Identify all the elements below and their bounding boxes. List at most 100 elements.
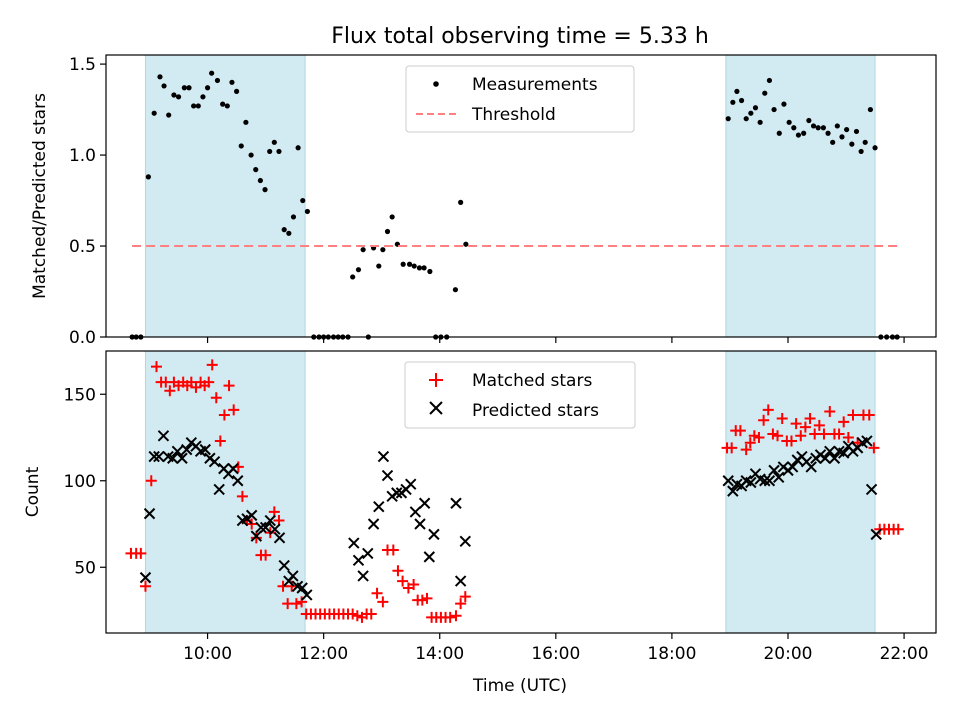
measurements-point [304, 208, 311, 215]
measurements-point [862, 139, 868, 145]
x-tick-label: 14:00 [415, 644, 464, 664]
measurements-point [810, 123, 817, 129]
predicted-stars-point [824, 445, 836, 458]
matched-stars-point [387, 544, 399, 556]
predicted-stars-point [367, 518, 380, 530]
predicted-stars-point [805, 461, 817, 473]
predicted-stars-point [870, 528, 882, 541]
predicted-stars-point [259, 521, 272, 534]
measurements-point [830, 139, 836, 145]
measurements-point [743, 116, 749, 122]
matched-stars-point [804, 412, 816, 424]
predicted-stars-point [227, 462, 239, 475]
matched-stars-point [734, 425, 746, 437]
predicted-stars-point [391, 487, 403, 499]
predicted-stars-point [381, 469, 394, 482]
predicted-stars-point [454, 575, 467, 587]
matched-stars-point [744, 437, 756, 449]
measurements-point [844, 126, 850, 133]
matched-stars-point [296, 596, 308, 608]
measurements-point [781, 101, 787, 107]
legend-matched-label: Matched stars [472, 371, 592, 391]
predicted-stars-point [819, 452, 831, 464]
matched-stars-point [444, 611, 456, 623]
matched-stars-point [838, 416, 850, 428]
measurements-point [145, 174, 151, 180]
measurements-point [214, 77, 221, 84]
measurements-point [400, 261, 406, 267]
measurements-point [186, 85, 192, 91]
measurements-point [171, 92, 177, 98]
top-y-tick-label: 1.0 [69, 146, 96, 166]
predicted-stars-point [768, 464, 780, 477]
predicted-stars-point [772, 471, 785, 484]
matched-stars-point [223, 380, 235, 392]
predicted-stars-point [287, 570, 299, 582]
matched-stars-point [145, 475, 157, 487]
measurements-point [801, 130, 807, 136]
bottom-y-tick-label: 100 [64, 472, 96, 492]
top-y-tick-label: 1.5 [69, 55, 96, 75]
matched-stars-point [377, 596, 389, 608]
matched-stars-point [740, 444, 752, 456]
predicted-stars-point [264, 514, 276, 527]
matched-stars-point [842, 432, 854, 444]
predicted-stars-point [722, 475, 734, 487]
bottom-shaded-region-2 [725, 350, 876, 634]
measurements-point [166, 112, 172, 118]
measurements-point [267, 148, 273, 155]
measurements-point [458, 199, 464, 205]
matched-stars-point [392, 565, 404, 577]
measurements-point [825, 130, 831, 136]
predicted-stars-point [213, 483, 225, 496]
measurements-point [276, 148, 282, 155]
measurements-point [295, 145, 301, 151]
measurements-point [243, 119, 249, 125]
bottom-legend: Matched stars Predicted stars [404, 361, 636, 429]
matched-stars-point [455, 598, 467, 610]
matched-stars-point [892, 523, 904, 535]
measurements-point [200, 94, 206, 100]
measurements-point [853, 128, 860, 135]
top-y-tick-label: 0.5 [69, 237, 96, 257]
x-axis-label: Time (UTC) [472, 676, 567, 696]
measurements-point [762, 90, 768, 96]
matched-stars-point [753, 432, 765, 444]
measurements-point [248, 152, 254, 158]
measurements-point [262, 187, 268, 193]
measurements-point [157, 74, 163, 80]
measurements-point [839, 134, 845, 140]
top-shaded-region-2 [725, 54, 876, 338]
measurements-point [175, 94, 182, 100]
measurements-point [181, 85, 187, 91]
measurements-point [820, 125, 826, 131]
matched-stars-point [809, 428, 821, 440]
measurements-point [867, 106, 874, 113]
predicted-stars-point [727, 485, 739, 497]
measurements-point [191, 103, 197, 109]
measurements-point [271, 139, 277, 145]
x-tick-label: 20:00 [763, 644, 812, 664]
measurements-point [281, 227, 287, 233]
measurements-point [786, 119, 792, 125]
predicted-stars-point [373, 500, 385, 513]
measurements-point [463, 241, 469, 247]
predicted-stars-point [301, 589, 313, 601]
legend-matched-marker [429, 373, 443, 387]
bottom-panel: 50 100 150 10:00 12:00 14:00 16:00 18:00 20:00 2… [23, 350, 937, 696]
legend-measurements-marker [433, 81, 439, 87]
predicted-stars-point [745, 476, 757, 489]
predicted-stars-point [296, 582, 308, 594]
predicted-stars-point [255, 521, 267, 534]
legend-measurements-label: Measurements [472, 75, 598, 95]
matched-stars-point [290, 598, 302, 610]
predicted-stars-point [759, 475, 771, 487]
matched-stars-point [214, 435, 226, 447]
predicted-stars-point [153, 450, 165, 463]
matched-stars-point [818, 428, 830, 440]
measurements-point [389, 214, 395, 220]
measurements-point [730, 99, 736, 105]
measurements-point [849, 141, 855, 147]
matched-stars-point [203, 376, 215, 388]
predicted-stars-point [245, 509, 258, 522]
